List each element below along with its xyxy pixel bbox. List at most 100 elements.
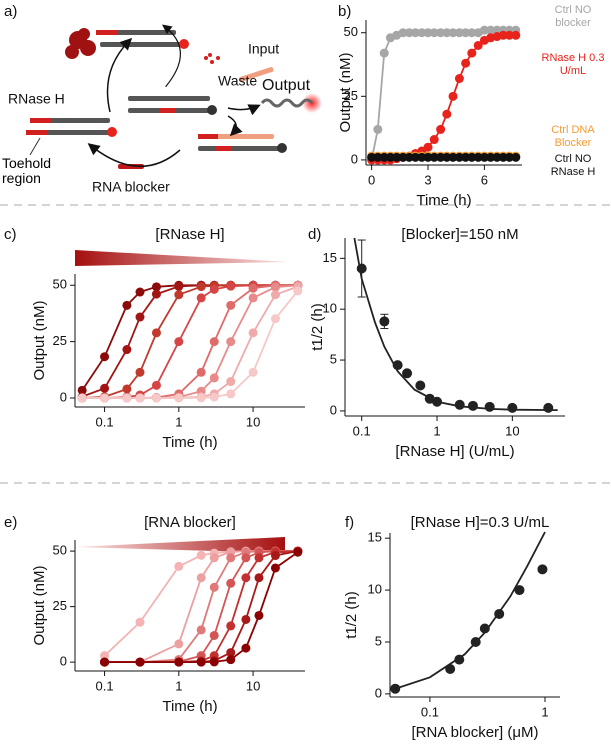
complex-center [128, 96, 217, 115]
data-point [241, 553, 251, 563]
y-tick-label: 0 [330, 402, 337, 417]
x-axis-label: Time (h) [162, 434, 217, 451]
data-point [196, 573, 206, 583]
x-tick-label: 0.1 [353, 423, 371, 438]
data-point [151, 328, 161, 338]
data-point [454, 74, 464, 84]
data-point [77, 393, 87, 403]
panel-label: c) [4, 226, 17, 243]
diagram-label: Output [262, 77, 311, 94]
data-point [241, 614, 251, 624]
data-point [100, 383, 110, 393]
y-tick-label: 50 [344, 24, 358, 39]
panel-label: e) [4, 514, 17, 531]
data-point [436, 28, 446, 38]
data-point [442, 28, 452, 38]
data-point [379, 152, 389, 162]
fit-line [353, 237, 558, 411]
rnase-h-protein [65, 28, 96, 59]
data-point [470, 636, 481, 647]
data-point [135, 393, 145, 403]
data-point [100, 657, 110, 667]
data-point [174, 281, 184, 291]
data-point [241, 643, 251, 653]
x-tick-label: 10 [246, 414, 260, 429]
data-point [226, 655, 236, 665]
output-strand [260, 98, 314, 108]
data-point [392, 360, 403, 371]
data-point [174, 337, 184, 347]
data-point [504, 30, 514, 40]
data-point [410, 152, 420, 162]
data-point [415, 380, 426, 391]
x-tick-label: 1 [175, 414, 182, 429]
data-point [135, 657, 145, 667]
legend-label: Ctrl DNA Blocker [551, 124, 595, 149]
arrow [106, 37, 133, 113]
series-line [104, 550, 298, 663]
data-point [226, 648, 236, 658]
data-point [270, 551, 280, 561]
data-point [398, 28, 408, 38]
data-point [537, 564, 548, 575]
data-point [356, 263, 367, 274]
x-tick-label: 0.1 [96, 678, 114, 693]
data-point [473, 152, 483, 162]
waste-fragments [204, 53, 220, 64]
x-tick-label: 10 [505, 423, 519, 438]
data-point [270, 563, 280, 573]
y-tick-label: 5 [375, 633, 382, 648]
data-point [417, 28, 427, 38]
data-point [248, 283, 258, 293]
arrow [227, 104, 261, 116]
data-point [417, 152, 427, 162]
data-point [151, 282, 161, 292]
fit-line [390, 531, 546, 691]
x-tick-label: 0.1 [421, 704, 439, 719]
data-point [467, 48, 477, 58]
data-point [479, 623, 490, 634]
panel-label: f) [345, 514, 354, 531]
data-point [122, 345, 132, 355]
complex-top [96, 30, 189, 49]
data-point [174, 639, 184, 649]
diagram-label: RNA blocker [92, 179, 170, 195]
data-point [367, 152, 377, 162]
x-axis-label: Time (h) [162, 698, 217, 715]
data-point [436, 152, 446, 162]
chart-title: [RNA blocker] [144, 514, 236, 531]
y-axis-label: Output (nM) [31, 300, 48, 380]
data-point [122, 300, 132, 310]
legend-label: Ctrl NO blocker [554, 4, 592, 29]
data-point [151, 393, 161, 403]
data-point [423, 28, 433, 38]
data-point [461, 58, 471, 68]
y-tick-label: 15 [368, 530, 382, 545]
data-point [423, 142, 433, 152]
data-point [461, 28, 471, 38]
complex-right [198, 134, 287, 153]
data-point [209, 337, 219, 347]
data-point [486, 25, 496, 35]
data-point [174, 561, 184, 571]
data-point [479, 25, 489, 35]
data-point [429, 152, 439, 162]
data-point [174, 393, 184, 403]
diagram-label: Waste [218, 73, 257, 89]
data-point [445, 663, 456, 674]
y-axis-label: t1/2 (h) [343, 591, 360, 639]
series-line [104, 550, 298, 663]
data-point [442, 152, 452, 162]
series-line [104, 551, 299, 663]
data-point [209, 392, 219, 402]
data-point [226, 300, 236, 310]
legend-label: Ctrl NO RNase H [550, 153, 596, 178]
data-point [410, 28, 420, 38]
data-point [494, 608, 505, 619]
data-point [77, 385, 87, 395]
x-tick-label: 0.1 [96, 414, 114, 429]
data-point [432, 396, 443, 407]
data-point [429, 135, 439, 145]
data-point [196, 282, 206, 292]
